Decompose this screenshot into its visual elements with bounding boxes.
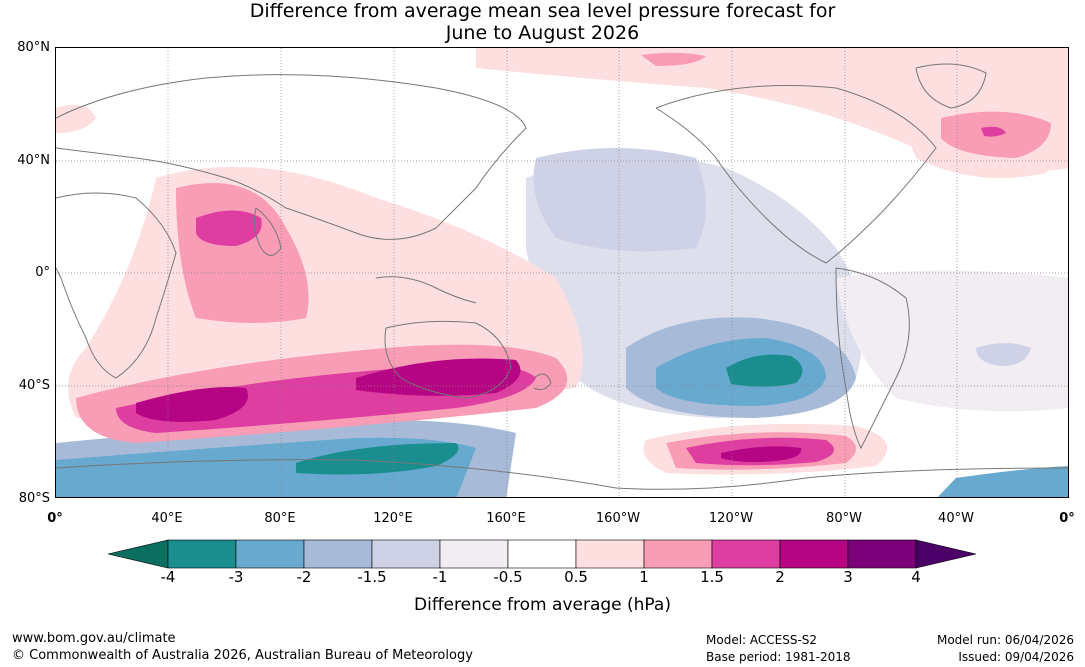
anomaly-region-southern-teal xyxy=(296,443,459,475)
colorbar-tick-label: 2 xyxy=(775,568,785,586)
coastline-outline xyxy=(56,63,1068,490)
footer-issued: Issued: 09/04/2026 xyxy=(958,650,1074,664)
colorbar-segment xyxy=(711,539,781,569)
footer-model-run: Model run: 06/04/2026 xyxy=(936,633,1074,647)
anomaly-shading xyxy=(56,48,1068,497)
lon-label-160e: 160°E xyxy=(486,511,526,526)
lon-label-0-left: 0° xyxy=(47,511,63,526)
colorbar-segment xyxy=(575,539,645,569)
map-canvas xyxy=(56,48,1068,497)
colorbar-under-arrow xyxy=(107,539,169,569)
lon-label-80e: 80°E xyxy=(264,511,296,526)
lon-label-40w: 40°W xyxy=(938,511,974,526)
colorbar xyxy=(107,539,977,569)
colorbar-tick-label: -1.5 xyxy=(357,568,387,586)
anomaly-region-indian-magenta xyxy=(196,210,262,246)
colorbar-segment xyxy=(643,539,713,569)
colorbar-segment xyxy=(303,539,373,569)
colorbar-tick-label: 4 xyxy=(911,568,921,586)
lat-label-40s: 40°S xyxy=(18,378,50,393)
colorbar-tick-label: -1 xyxy=(432,568,448,586)
anomaly-region-spac-deep-magenta xyxy=(721,446,802,462)
lon-label-80w: 80°W xyxy=(826,511,862,526)
colorbar-tick-label: -2 xyxy=(296,568,312,586)
colorbar-tick-label: 1 xyxy=(639,568,649,586)
colorbar-tick-label: -3 xyxy=(228,568,244,586)
lon-label-40e: 40°E xyxy=(151,511,183,526)
colorbar-over-arrow xyxy=(915,539,977,569)
map-title-line2: June to August 2026 xyxy=(445,22,640,44)
lat-label-80n: 80°N xyxy=(17,40,50,55)
colorbar-segment xyxy=(847,539,917,569)
lat-label-40n: 40°N xyxy=(17,153,50,168)
anomaly-region-southern-blue-east xyxy=(937,466,1068,497)
footer-website: www.bom.gov.au/climate xyxy=(12,631,176,646)
colorbar-segment xyxy=(439,539,509,569)
anomaly-region-south-deep-magenta xyxy=(136,387,248,422)
colorbar-tick-label: 0.5 xyxy=(564,568,588,586)
graticule xyxy=(56,48,1068,497)
anomaly-region-atlantic-lavender-mid xyxy=(976,343,1031,366)
anomaly-region-north-pacific-lavender xyxy=(533,148,706,252)
footer-base-period: Base period: 1981-2018 xyxy=(706,650,851,664)
map-title-line1: Difference from average mean sea level p… xyxy=(249,0,836,22)
lat-label-0: 0° xyxy=(35,265,50,280)
lon-label-160w: 160°W xyxy=(595,511,641,526)
colorbar-segment xyxy=(371,539,441,569)
anomaly-region-australia-deep-magenta xyxy=(356,358,521,396)
colorbar-segment xyxy=(167,539,237,569)
colorbar-tick-label: -0.5 xyxy=(493,568,523,586)
colorbar-tick-label: -4 xyxy=(160,568,176,586)
anomaly-region-atlantic-lavender xyxy=(836,270,1068,412)
colorbar-segment xyxy=(507,539,577,569)
colorbar-segment xyxy=(779,539,849,569)
lon-label-120e: 120°E xyxy=(373,511,413,526)
lon-label-120w: 120°W xyxy=(708,511,754,526)
colorbar-segment xyxy=(235,539,305,569)
colorbar-tick-label: 3 xyxy=(843,568,853,586)
pressure-anomaly-map xyxy=(55,47,1069,498)
footer-model: Model: ACCESS-S2 xyxy=(706,633,818,647)
lon-label-0-right: 0° xyxy=(1059,511,1075,526)
anomaly-region-natl-magenta xyxy=(981,126,1006,137)
anomaly-region-arctic-pink xyxy=(641,52,706,66)
anomaly-region-pacific-teal xyxy=(726,354,803,387)
footer-copyright: © Commonwealth of Australia 2026, Austra… xyxy=(12,648,473,663)
lat-label-80s: 80°S xyxy=(18,491,50,506)
colorbar-title: Difference from average (hPa) xyxy=(414,595,671,615)
anomaly-region-west-arctic-pink xyxy=(56,104,96,133)
colorbar-tick-label: 1.5 xyxy=(700,568,724,586)
